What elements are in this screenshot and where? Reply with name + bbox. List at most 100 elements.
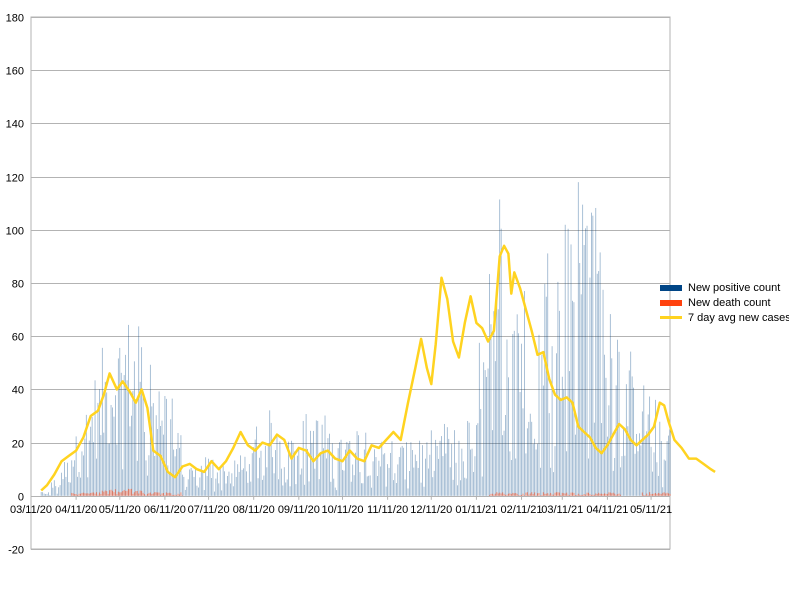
bar xyxy=(355,452,356,496)
bar xyxy=(433,470,435,496)
bar xyxy=(263,475,265,496)
bar xyxy=(84,438,86,496)
bar xyxy=(250,481,252,496)
bar xyxy=(379,466,381,496)
bar xyxy=(507,493,509,496)
bar xyxy=(375,457,377,496)
bar xyxy=(259,457,260,496)
bar xyxy=(577,493,579,496)
bar xyxy=(668,493,670,496)
bar xyxy=(122,491,124,496)
bar xyxy=(88,493,90,496)
bar xyxy=(327,438,329,496)
bar xyxy=(394,473,396,496)
bar xyxy=(443,423,445,496)
bar xyxy=(90,426,92,496)
bar xyxy=(592,494,594,496)
bar xyxy=(540,467,541,496)
series-7-day-avg-line xyxy=(40,244,716,492)
bar xyxy=(598,492,600,496)
bar xyxy=(256,426,258,496)
bar xyxy=(586,492,588,496)
bar xyxy=(199,477,201,496)
bar xyxy=(90,493,92,496)
bar xyxy=(128,488,130,496)
bar xyxy=(109,490,111,496)
bar xyxy=(429,454,431,496)
bar xyxy=(283,467,285,496)
bar xyxy=(496,290,498,496)
bar xyxy=(377,476,378,496)
bar xyxy=(461,448,463,496)
bar xyxy=(592,215,594,496)
bar xyxy=(113,492,115,496)
bar xyxy=(579,263,581,496)
bar xyxy=(171,398,173,496)
bar xyxy=(509,493,511,496)
bar xyxy=(305,414,307,496)
legend-item-positive: New positive count xyxy=(660,280,789,295)
bar xyxy=(492,430,493,496)
bar xyxy=(544,283,546,496)
bar xyxy=(586,225,588,496)
bar xyxy=(154,492,156,496)
bar xyxy=(145,460,147,496)
bar xyxy=(499,199,501,496)
bar xyxy=(328,433,330,496)
bar xyxy=(585,494,587,496)
bar xyxy=(483,362,485,496)
bar xyxy=(275,450,276,496)
bar xyxy=(154,455,156,496)
x-tick-label: 06/11/20 xyxy=(144,504,186,516)
x-tick-label: 10/11/20 xyxy=(321,504,363,516)
bar xyxy=(518,333,520,496)
bar xyxy=(611,493,613,496)
bar xyxy=(602,289,604,496)
bar xyxy=(330,481,332,496)
bar xyxy=(160,426,161,496)
bar xyxy=(416,461,418,496)
bar xyxy=(183,476,185,496)
bar xyxy=(522,408,524,496)
bar xyxy=(174,494,176,496)
bar xyxy=(202,471,204,496)
bar xyxy=(641,411,643,496)
bar xyxy=(74,460,76,496)
bar xyxy=(82,492,84,496)
bar xyxy=(298,449,300,496)
bar xyxy=(339,442,340,496)
bar xyxy=(547,493,549,496)
bar xyxy=(465,478,467,496)
bar xyxy=(318,479,320,496)
bar xyxy=(615,494,617,496)
bar xyxy=(362,483,364,496)
bar xyxy=(119,347,121,496)
bar xyxy=(346,441,348,496)
bar xyxy=(564,493,566,496)
y-tick-label: 40 xyxy=(12,385,24,397)
bar xyxy=(494,493,496,496)
bar xyxy=(120,492,122,496)
bar xyxy=(654,493,656,496)
bar xyxy=(462,461,464,496)
bar xyxy=(438,458,439,496)
bar xyxy=(665,460,667,496)
bar xyxy=(129,489,131,496)
bar xyxy=(280,468,282,496)
bar xyxy=(333,478,335,496)
bar xyxy=(55,486,57,496)
bar xyxy=(138,493,140,496)
bar xyxy=(542,385,544,496)
bar xyxy=(326,458,327,496)
bar xyxy=(574,434,576,496)
bar xyxy=(605,377,607,496)
bar xyxy=(342,469,343,496)
bar xyxy=(446,427,448,496)
bar xyxy=(282,485,284,496)
bar xyxy=(646,431,648,496)
bar xyxy=(644,435,646,496)
bar xyxy=(525,453,527,496)
bar xyxy=(158,492,160,496)
bar xyxy=(123,489,125,496)
bar xyxy=(98,492,100,496)
